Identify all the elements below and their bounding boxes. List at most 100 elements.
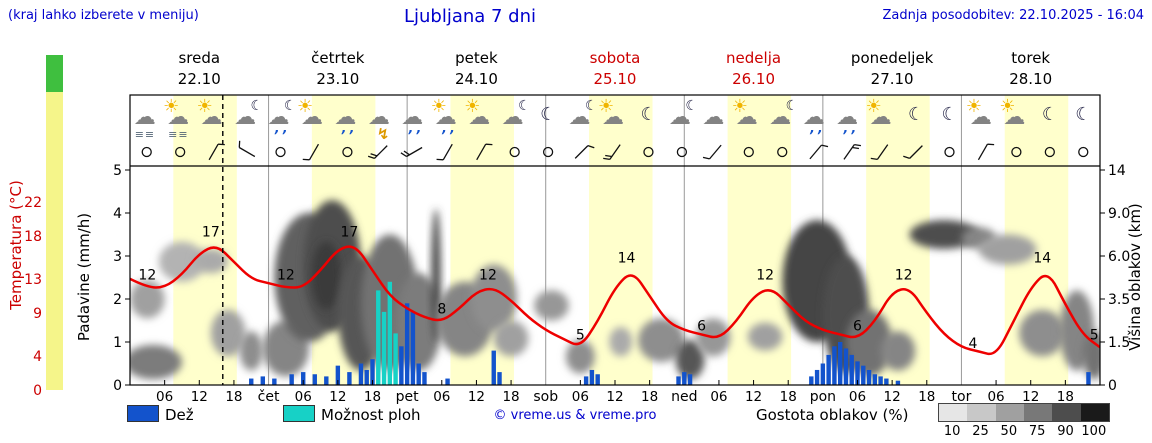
- cloud-blob: [193, 248, 229, 274]
- day-date: 28.10: [1009, 70, 1053, 88]
- moon-icon: ☾: [1075, 104, 1092, 125]
- cloud-blob: [675, 339, 705, 380]
- line: [977, 143, 988, 161]
- rain-bar: [884, 378, 889, 385]
- day-header-petek: petek 24.10: [406, 48, 546, 90]
- weather-icon-fog: ☁ ≡≡: [130, 98, 164, 144]
- hour-tick-label: 06: [156, 389, 173, 405]
- lightning-icon: ↯: [376, 125, 390, 143]
- cloud-icon: ☁: [568, 105, 591, 130]
- temperature-value-label: 5: [1090, 327, 1099, 343]
- weather-icon-moon-cloud: ☾ ☁: [565, 98, 599, 144]
- wind-calm-icon: [141, 146, 152, 158]
- sun-icon: ☀: [464, 96, 481, 117]
- moon-icon: ☾: [1041, 104, 1058, 125]
- cloud-blob: [747, 322, 783, 351]
- moon-icon: ☾: [283, 98, 297, 114]
- rain-bar: [866, 369, 872, 385]
- last-update-text: Zadnja posodobitev: 22.10.2025 - 16:04: [882, 8, 1144, 23]
- cloud-tick-label: 1.5: [1108, 335, 1130, 351]
- density-tick-label: 10: [943, 424, 961, 439]
- shower-bar: [381, 311, 387, 385]
- wind-barb-icon: [436, 143, 453, 161]
- temperature-value-label: 12: [756, 267, 774, 283]
- cloud-icon: ☁: [401, 105, 424, 130]
- day-name: nedelja: [726, 49, 782, 67]
- rain-bar: [312, 374, 317, 385]
- line: [821, 144, 829, 148]
- copyright-link[interactable]: © vreme.us & vreme.pro: [493, 408, 657, 423]
- precip-tick-label: 0: [113, 378, 122, 394]
- temperature-value-label: 17: [202, 225, 220, 241]
- wind-barb-icon: [603, 144, 621, 161]
- line: [403, 150, 410, 156]
- cloud-tick-label: 0: [1108, 378, 1117, 394]
- cloud-blob: [978, 234, 1037, 265]
- sun-icon: ☀: [865, 96, 882, 117]
- cloud-density-scale: [938, 403, 1110, 422]
- rain-bar: [289, 374, 294, 385]
- line: [809, 144, 822, 160]
- cloud-blob: [470, 264, 517, 332]
- temp-tick-label: 0: [33, 383, 42, 399]
- wind-calm-icon: [1078, 146, 1089, 158]
- cloud-icon: ☁: [869, 105, 892, 130]
- day-abbrev-label: čet: [258, 389, 280, 405]
- rain-bar: [820, 363, 826, 385]
- showers-legend-label: Možnost ploh: [321, 406, 421, 424]
- wind-calm-icon: [944, 146, 955, 158]
- cloud-icon: ☁: [468, 105, 491, 130]
- rain-bar: [832, 346, 837, 385]
- wind-barb-icon: [302, 143, 320, 161]
- hour-tick-label: 06: [572, 389, 589, 405]
- weather-icon-sun-cloud: ☀ ☁: [197, 98, 231, 144]
- day-header-sobota: sobota 25.10: [545, 48, 685, 90]
- hour-tick-label: 12: [191, 389, 208, 405]
- rain-bar: [1086, 372, 1091, 385]
- wind-barb-icon: [400, 146, 423, 158]
- hour-tick-label: 06: [710, 389, 727, 405]
- rain-bar: [837, 342, 843, 385]
- cloud-icon: ☁: [300, 105, 323, 130]
- cloud-icon: ☁: [167, 105, 190, 130]
- line: [854, 143, 862, 147]
- cloud-blob: [210, 309, 246, 357]
- rain-bar: [370, 359, 375, 385]
- day-abbrev-label: pon: [810, 389, 836, 405]
- showers-legend-swatch: [283, 405, 315, 422]
- sun-icon: ☀: [196, 96, 213, 117]
- temperature-value-label: 12: [138, 267, 156, 283]
- hour-tick-label: 18: [364, 389, 381, 405]
- temp-tick-label: 22: [24, 195, 42, 211]
- cloud-tick-label: 14: [1108, 163, 1126, 179]
- cloud-icon: ☁: [334, 105, 357, 130]
- day-abbrev-label: sob: [533, 389, 558, 405]
- day-name: ponedeljek: [850, 49, 934, 67]
- raindrops-icon: ’’: [273, 129, 290, 144]
- hour-tick-label: 12: [1022, 389, 1039, 405]
- line: [987, 143, 995, 146]
- line: [852, 146, 860, 150]
- day-date: 22.10: [177, 70, 221, 88]
- weather-icon-sun-cloud-rain: ☀ ☁’’: [431, 98, 465, 144]
- cloud-icon: ☁: [668, 105, 691, 130]
- cloud-blob: [609, 326, 633, 357]
- temperature-value-label: 6: [697, 319, 706, 335]
- rain-bar: [422, 372, 427, 385]
- day-date: 26.10: [732, 70, 776, 88]
- temp-tick-label: 9: [33, 306, 42, 322]
- wind-calm-icon: [275, 146, 286, 158]
- hour-tick-label: 06: [849, 389, 866, 405]
- moon-icon: ☾: [785, 98, 799, 114]
- weather-icon-sun-fog: ☀ ☁ ≡≡: [163, 98, 197, 144]
- line: [367, 155, 375, 159]
- wind-calm-icon: [175, 146, 186, 158]
- day-date: 23.10: [316, 70, 360, 88]
- day-abbrev-label: tor: [952, 389, 972, 405]
- line: [843, 144, 855, 160]
- line: [238, 140, 241, 148]
- line: [238, 146, 256, 158]
- moon-icon: ☾: [685, 98, 698, 114]
- hour-tick-label: 18: [780, 389, 797, 405]
- scale-strip-yellow: [46, 92, 63, 390]
